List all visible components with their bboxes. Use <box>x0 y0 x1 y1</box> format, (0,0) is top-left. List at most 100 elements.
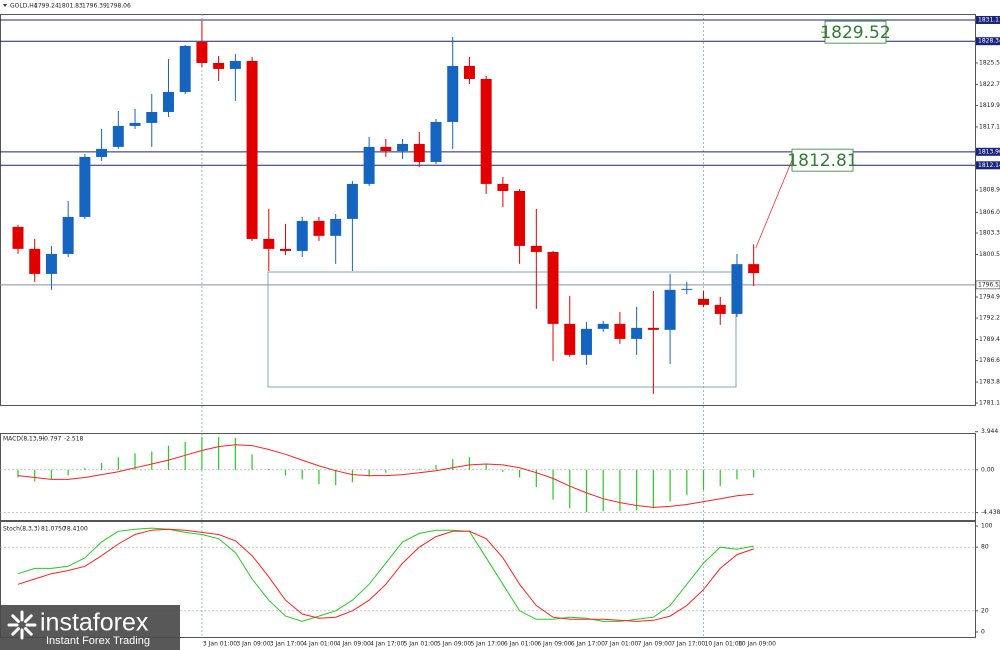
watermark-brand: instaforex <box>40 609 149 637</box>
candle-body <box>263 238 275 249</box>
x-tick-label: 6 Jan 09:00 <box>537 641 571 648</box>
logo-ray <box>11 614 20 623</box>
macd-panel <box>0 433 976 521</box>
macd-signal-line <box>17 444 754 508</box>
candle-body <box>480 78 492 184</box>
y-tick-label: 1817.15 <box>979 123 1000 130</box>
y-tick-label: 1792.20 <box>979 315 1000 322</box>
y-tick-label: 1808.90 <box>979 187 1000 194</box>
y-tick-label: 1794.95 <box>979 293 1000 300</box>
candle-body <box>179 45 191 92</box>
candle-body <box>731 264 743 314</box>
candle-body <box>631 327 643 339</box>
watermark-tagline: Instant Forex Trading <box>46 635 150 647</box>
candle-body <box>397 143 409 151</box>
stoch-panel <box>0 521 976 638</box>
y-tick-label: 0.00 <box>981 466 995 473</box>
candle-body <box>29 248 41 274</box>
ohlc-value: 1799.24 <box>34 3 59 10</box>
candle-body <box>146 111 158 123</box>
y-tick-label: 1786.65 <box>979 357 1000 364</box>
level-label: 1812.14 <box>978 162 1000 169</box>
x-tick-label: 5 Jan 17:00 <box>470 641 504 648</box>
x-tick-label: 3 Jan 01:00 <box>203 641 237 648</box>
main-panel <box>0 14 976 406</box>
candle-body <box>12 226 24 249</box>
candle-body <box>280 248 292 251</box>
chart-title: GOLD,H4 <box>10 3 38 10</box>
level-label-box <box>976 161 1000 170</box>
candle-body <box>330 218 342 236</box>
candle-body <box>614 323 626 339</box>
x-tick-label: 4 Jan 17:00 <box>370 641 404 648</box>
current-price-box <box>975 280 1000 290</box>
y-tick-label: 1822.70 <box>979 81 1000 88</box>
candle-body <box>530 245 542 252</box>
stoch-signal-line <box>17 528 754 622</box>
indicator-value: 78.4100 <box>63 526 88 533</box>
candle-body <box>748 264 760 274</box>
y-tick-label: 20 <box>981 607 989 614</box>
level-label-box <box>976 15 1000 24</box>
candle-body <box>162 91 174 112</box>
x-tick-label: 7 Jan 01:00 <box>604 641 638 648</box>
annotation-box <box>824 20 887 44</box>
candle-body <box>547 251 559 324</box>
watermark-box <box>0 605 180 650</box>
level-label: 1813.90 <box>978 148 1000 155</box>
drawn-rectangle <box>267 271 737 388</box>
candle-body <box>129 122 141 126</box>
x-tick-label: 10 Jan 01:00 <box>705 641 743 648</box>
ohlc-value: 1801.83 <box>58 3 83 10</box>
candle-body <box>229 60 241 69</box>
x-tick-label: 7 Jan 17:00 <box>671 641 705 648</box>
y-tick-label: 0 <box>981 629 985 636</box>
logo-ray <box>11 627 20 636</box>
menu-arrow <box>3 4 7 7</box>
x-tick-label: 3 Jan 17:00 <box>270 641 304 648</box>
candle-body <box>313 220 325 236</box>
indicator-value: -0.797 <box>42 436 62 443</box>
ohlc-value: 1798.06 <box>106 3 131 10</box>
watermark-logo <box>7 610 37 640</box>
level-label: 1831.11 <box>978 16 1000 23</box>
logo-ray <box>24 627 33 636</box>
candle-body <box>96 148 108 157</box>
candle-body <box>463 65 475 79</box>
ohlc-value: 1796.39 <box>82 3 107 10</box>
x-tick-label: 6 Jan 01:00 <box>504 641 538 648</box>
candle-body <box>413 143 425 162</box>
indicator-value: 81.0750 <box>41 526 66 533</box>
logo-ray <box>24 614 33 623</box>
indicator-title: MACD(8,13,9) <box>3 436 45 443</box>
candle-body <box>62 216 74 254</box>
candle-body <box>363 146 375 184</box>
candle-body <box>45 253 57 274</box>
candle-body <box>664 289 676 330</box>
y-tick-label: 100 <box>981 523 993 530</box>
candle-body <box>447 65 459 122</box>
x-tick-label: 7 Jan 09:00 <box>638 641 672 648</box>
stoch-main-line <box>17 527 754 622</box>
y-tick-label: 1803.30 <box>979 230 1000 237</box>
candle-body <box>714 304 726 314</box>
y-tick-label: 1783.85 <box>979 379 1000 386</box>
level-label-box <box>976 37 1000 46</box>
y-tick-label: -4.438 <box>981 509 1000 516</box>
candle-body <box>296 220 308 251</box>
candle-body <box>580 328 592 355</box>
candle-body <box>698 298 710 305</box>
x-tick-label: 10 Jan 09:00 <box>738 641 776 648</box>
candle-body <box>112 125 124 147</box>
current-price-label: 1796.53 <box>978 281 1000 288</box>
candle-body <box>380 146 392 151</box>
candle-body <box>246 60 258 239</box>
x-tick-label: 3 Jan 09:00 <box>236 641 270 648</box>
candle-body <box>564 323 576 355</box>
x-tick-label: 4 Jan 01:00 <box>303 641 337 648</box>
candle-body <box>597 323 609 329</box>
y-tick-label: 1789.40 <box>979 336 1000 343</box>
candle-body <box>497 183 509 191</box>
